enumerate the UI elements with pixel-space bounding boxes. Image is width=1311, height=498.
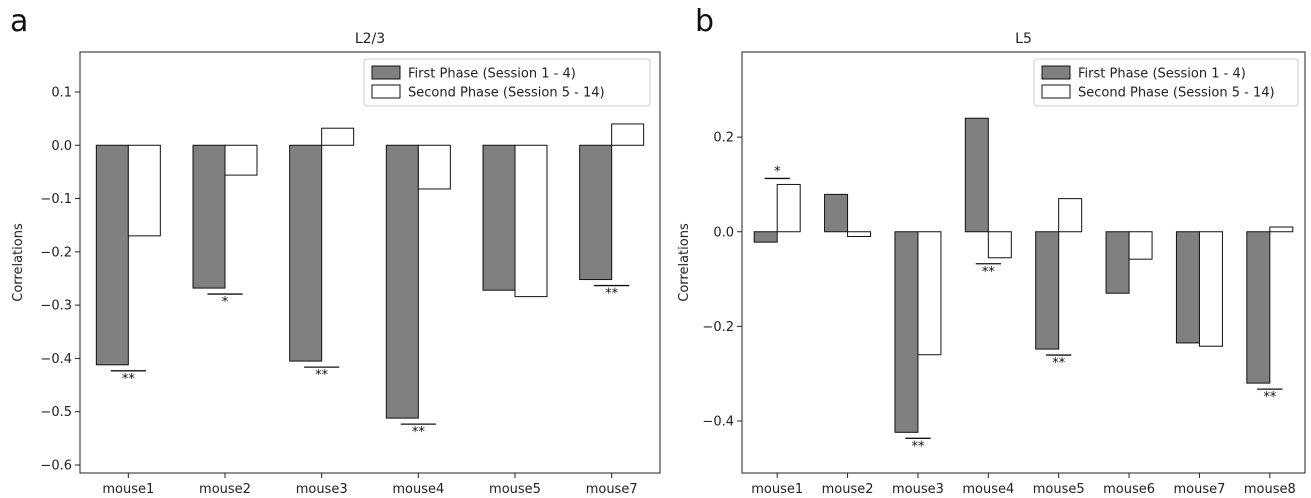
panel-letter-a: a [10, 4, 29, 39]
significance-label: ** [122, 372, 136, 387]
y-tick-label: −0.4 [702, 414, 734, 429]
y-axis-label: Correlations [11, 223, 26, 302]
bar-first-phase [482, 144, 516, 291]
significance-label: ** [1263, 390, 1277, 405]
chart-title: L5 [1015, 31, 1032, 47]
chart-1: L5 Correlations 0.2 0.0 −0.2 −0.4 * mouse1 mouse… [677, 31, 1306, 497]
x-tick-label: mouse8 [1244, 482, 1296, 497]
legend-box [363, 58, 651, 107]
bar-second-phase [127, 144, 161, 237]
bar-first-phase [579, 144, 613, 281]
significance-label: * [774, 164, 781, 179]
x-tick-label: mouse7 [1173, 482, 1225, 497]
legend-label: First Phase (Session 1 - 4) [1078, 67, 1246, 82]
bar-second-phase [1269, 226, 1294, 233]
x-tick-label: mouse7 [586, 482, 638, 497]
bar-second-phase [987, 231, 1012, 259]
legend-label: Second Phase (Session 5 - 14) [408, 86, 605, 101]
bar-second-phase [321, 127, 355, 146]
y-tick-label: 0.0 [51, 139, 72, 154]
chart-0: L2/3 Correlations 0.1 0.0 −0.1 −0.2 −0.3 −0.4 −0… [11, 31, 661, 497]
bar-second-phase [917, 231, 942, 356]
x-tick-label: mouse1 [751, 482, 803, 497]
bar-second-phase [776, 183, 801, 233]
significance-label: ** [315, 368, 329, 383]
bar-second-phase [1128, 231, 1153, 260]
plot-frame [741, 51, 1306, 474]
bar-first-phase [385, 144, 419, 419]
y-tick-label: −0.6 [40, 459, 72, 474]
x-tick-label: mouse4 [392, 482, 444, 497]
y-tick-label: 0.2 [713, 131, 734, 146]
legend-swatch [1041, 84, 1071, 99]
legend-swatch [371, 84, 401, 99]
bar-second-phase [611, 123, 645, 146]
chart-title: L2/3 [355, 31, 385, 47]
legend-label: Second Phase (Session 5 - 14) [1078, 86, 1275, 101]
bar-first-phase [964, 117, 989, 233]
y-tick-label: 0.1 [51, 85, 72, 100]
significance-label: ** [911, 439, 925, 454]
bar-first-phase [753, 231, 778, 243]
y-tick-label: −0.5 [40, 405, 72, 420]
bar-first-phase [289, 144, 323, 362]
legend-swatch [371, 65, 401, 80]
plot-frame [79, 51, 661, 474]
bar-first-phase [1105, 231, 1130, 294]
significance-label: * [222, 295, 229, 310]
bar-first-phase [95, 144, 129, 366]
significance-label: ** [1052, 356, 1066, 371]
panel-letter-b: b [695, 4, 715, 39]
bar-first-phase [894, 231, 919, 433]
bar-second-phase [224, 144, 258, 176]
x-tick-label: mouse3 [296, 482, 348, 497]
x-tick-label: mouse4 [962, 482, 1014, 497]
y-tick-label: −0.2 [702, 320, 734, 335]
x-tick-label: mouse5 [1033, 482, 1085, 497]
x-tick-label: mouse6 [1103, 482, 1155, 497]
significance-label: ** [412, 425, 426, 440]
bar-second-phase [417, 144, 451, 190]
bar-second-phase [847, 231, 872, 237]
x-tick-label: mouse2 [822, 482, 874, 497]
y-tick-label: −0.3 [40, 299, 72, 314]
x-tick-label: mouse2 [199, 482, 251, 497]
bar-second-phase [514, 144, 548, 298]
y-tick-label: −0.4 [40, 352, 72, 367]
significance-label: ** [605, 287, 619, 302]
x-tick-label: mouse3 [892, 482, 944, 497]
legend-swatch [1041, 65, 1071, 80]
x-tick-label: mouse1 [102, 482, 154, 497]
bar-first-phase [1035, 231, 1060, 350]
bar-first-phase [824, 193, 849, 233]
legend-label: First Phase (Session 1 - 4) [408, 67, 576, 82]
bar-first-phase [192, 144, 226, 289]
y-axis-label: Correlations [677, 223, 692, 302]
legend-box [1033, 58, 1299, 107]
y-tick-label: −0.2 [40, 245, 72, 260]
bar-first-phase [1175, 231, 1200, 344]
legend: First Phase (Session 1 - 4) Second Phase … [1033, 58, 1299, 107]
y-tick-label: 0.0 [713, 225, 734, 240]
bar-first-phase [1246, 231, 1271, 384]
legend: First Phase (Session 1 - 4) Second Phase … [363, 58, 651, 107]
bar-second-phase [1198, 231, 1223, 347]
significance-label: ** [982, 265, 996, 280]
x-tick-label: mouse5 [489, 482, 541, 497]
y-tick-label: −0.1 [40, 192, 72, 207]
bar-second-phase [1058, 198, 1083, 233]
